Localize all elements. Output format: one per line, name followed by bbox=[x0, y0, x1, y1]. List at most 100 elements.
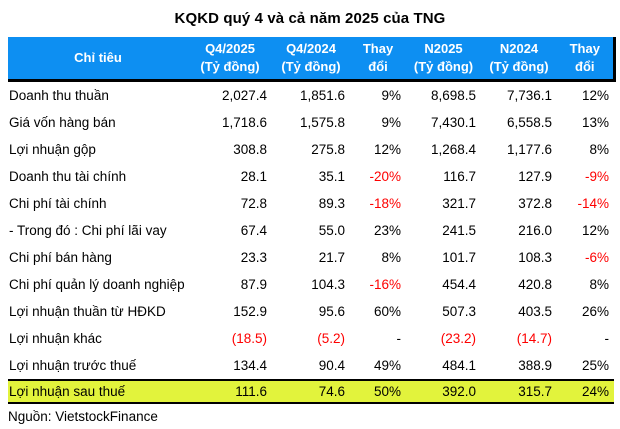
cell-value: 89.3 bbox=[318, 196, 345, 212]
cell-value: 241.5 bbox=[442, 223, 476, 239]
column-header-line1: Q4/2024 bbox=[286, 41, 336, 56]
cell-value: 1,851.6 bbox=[299, 88, 345, 104]
row-label: Lợi nhuận khác bbox=[9, 331, 102, 347]
cell-value: 8% bbox=[589, 277, 609, 293]
cell-value: 372.8 bbox=[518, 196, 552, 212]
cell-value: 216.0 bbox=[518, 223, 552, 239]
row-label: Doanh thu thuần bbox=[9, 88, 109, 104]
table-row: Lợi nhuận gộp 308.8 275.8 12% 1,268.4 1,177.… bbox=[8, 136, 614, 163]
cell-value: -14% bbox=[577, 196, 609, 212]
table-row: Lợi nhuận khác (18.5) (5.2) - (23.2) (14.7) - bbox=[8, 325, 614, 352]
page-title: KQKD quý 4 và cả năm 2025 của TNG bbox=[174, 10, 446, 27]
cell-value: 1,575.8 bbox=[299, 115, 345, 131]
table-row: Lợi nhuận trước thuế 134.4 90.4 49% 484.1 38… bbox=[8, 352, 614, 380]
cell-value: 12% bbox=[373, 142, 401, 158]
table-row: Doanh thu tài chính 28.1 35.1 -20% 116.7 127… bbox=[8, 163, 614, 190]
cell-value: -9% bbox=[584, 169, 609, 185]
row-label: Lợi nhuận sau thuế bbox=[8, 379, 188, 405]
row-label: - Trong đó : Chi phí lãi vay bbox=[9, 223, 167, 239]
column-header-q4-2025: Q4/2025 (Tỷ đồng) bbox=[188, 37, 272, 83]
cell-value: (14.7) bbox=[516, 331, 552, 347]
row-label: Doanh thu tài chính bbox=[9, 169, 127, 185]
table-row: Chi phí bán hàng 23.3 21.7 8% 101.7 108.3 -6% bbox=[8, 244, 614, 271]
column-header-line1: N2024 bbox=[499, 41, 539, 56]
cell-value: -6% bbox=[584, 250, 609, 266]
cell-value: 12% bbox=[581, 88, 609, 104]
row-label: Chi phí bán hàng bbox=[9, 250, 112, 266]
cell-value: 1,268.4 bbox=[430, 142, 476, 158]
row-label: Lợi nhuận trước thuế bbox=[9, 358, 137, 374]
cell-value: (18.5) bbox=[231, 331, 267, 347]
cell-value: 507.3 bbox=[442, 304, 476, 320]
column-header-line2: (Tỷ đồng) bbox=[200, 58, 260, 74]
results-table: Chỉ tiêu Q4/2025 (Tỷ đồng) Q4/2024 (Tỷ đồn… bbox=[8, 37, 616, 405]
cell-value: 21.7 bbox=[318, 250, 345, 266]
cell-value: 152.9 bbox=[233, 304, 267, 320]
cell-value: 388.9 bbox=[518, 358, 552, 374]
cell-value: - bbox=[604, 331, 610, 347]
cell-value: - bbox=[396, 331, 402, 347]
cell-value: 24% bbox=[557, 379, 614, 405]
cell-value: 420.8 bbox=[518, 277, 552, 293]
table-body: Doanh thu thuần 2,027.4 1,851.6 9% 8,698.5 7… bbox=[8, 81, 614, 405]
table-row: - Trong đó : Chi phí lãi vay 67.4 55.0 23%… bbox=[8, 217, 614, 244]
column-header-line2: (Tỷ đồng) bbox=[489, 58, 549, 74]
table-header: Chỉ tiêu Q4/2025 (Tỷ đồng) Q4/2024 (Tỷ đồn… bbox=[8, 37, 616, 83]
column-header-chi-tieu: Chỉ tiêu bbox=[8, 37, 188, 83]
cell-value: 6,558.5 bbox=[506, 115, 552, 131]
cell-value: 74.6 bbox=[272, 379, 350, 405]
column-header-line2: (Tỷ đồng) bbox=[413, 58, 474, 74]
row-label: Lợi nhuận thuần từ HĐKD bbox=[9, 304, 166, 320]
cell-value: 111.6 bbox=[188, 379, 272, 405]
cell-value: 26% bbox=[581, 304, 609, 320]
cell-value: 49% bbox=[373, 358, 401, 374]
cell-value: 35.1 bbox=[318, 169, 345, 185]
cell-value: 1,718.6 bbox=[221, 115, 267, 131]
cell-value: 95.6 bbox=[318, 304, 345, 320]
table-row: Lợi nhuận sau thuế 111.6 74.6 50% 392.0 315.… bbox=[8, 379, 614, 405]
table-row: Doanh thu thuần 2,027.4 1,851.6 9% 8,698.5 7… bbox=[8, 81, 614, 110]
column-header-line1: Thay bbox=[362, 41, 394, 56]
cell-value: 25% bbox=[581, 358, 609, 374]
cell-value: 60% bbox=[373, 304, 401, 320]
cell-value: 72.8 bbox=[240, 196, 267, 212]
cell-value: 87.9 bbox=[240, 277, 267, 293]
cell-value: 403.5 bbox=[518, 304, 552, 320]
cell-value: 484.1 bbox=[442, 358, 476, 374]
cell-value: 7,736.1 bbox=[506, 88, 552, 104]
cell-value: 392.0 bbox=[406, 379, 481, 405]
column-header-q4-2024: Q4/2024 (Tỷ đồng) bbox=[272, 37, 350, 83]
cell-value: 275.8 bbox=[311, 142, 345, 158]
cell-value: 90.4 bbox=[318, 358, 345, 374]
column-header-line2: đổi bbox=[575, 58, 595, 74]
table-row: Chi phí quản lý doanh nghiệp 87.9 104.3 -1… bbox=[8, 271, 614, 298]
cell-value: 2,027.4 bbox=[221, 88, 267, 104]
cell-value: 23.3 bbox=[240, 250, 267, 266]
cell-value: 9% bbox=[381, 88, 401, 104]
cell-value: -18% bbox=[369, 196, 401, 212]
column-header-change-n: Thay đổi bbox=[557, 37, 616, 83]
cell-value: 116.7 bbox=[443, 169, 476, 185]
cell-value: (5.2) bbox=[317, 331, 345, 347]
row-label: Chi phí tài chính bbox=[9, 196, 107, 212]
cell-value: 104.3 bbox=[311, 277, 345, 293]
cell-value: -20% bbox=[369, 169, 401, 185]
cell-value: 127.9 bbox=[518, 169, 552, 185]
row-label: Chi phí quản lý doanh nghiệp bbox=[9, 277, 185, 293]
cell-value: 8,698.5 bbox=[430, 88, 476, 104]
column-header-change-q: Thay đổi bbox=[350, 37, 406, 83]
cell-value: 9% bbox=[381, 115, 401, 131]
table-header-row: Chỉ tiêu Q4/2025 (Tỷ đồng) Q4/2024 (Tỷ đồn… bbox=[8, 37, 616, 83]
column-header-line2: đổi bbox=[368, 58, 388, 74]
cell-value: 108.3 bbox=[518, 250, 552, 266]
cell-value: 28.1 bbox=[240, 169, 267, 185]
cell-value: 8% bbox=[589, 142, 609, 158]
column-header-line1: N2025 bbox=[424, 41, 463, 56]
cell-value: 55.0 bbox=[318, 223, 345, 239]
cell-value: 13% bbox=[581, 115, 609, 131]
cell-value: 12% bbox=[581, 223, 609, 239]
cell-value: 7,430.1 bbox=[430, 115, 476, 131]
column-header-line1: Q4/2025 bbox=[205, 41, 255, 56]
table-row: Lợi nhuận thuần từ HĐKD 152.9 95.6 60% 507.… bbox=[8, 298, 614, 325]
